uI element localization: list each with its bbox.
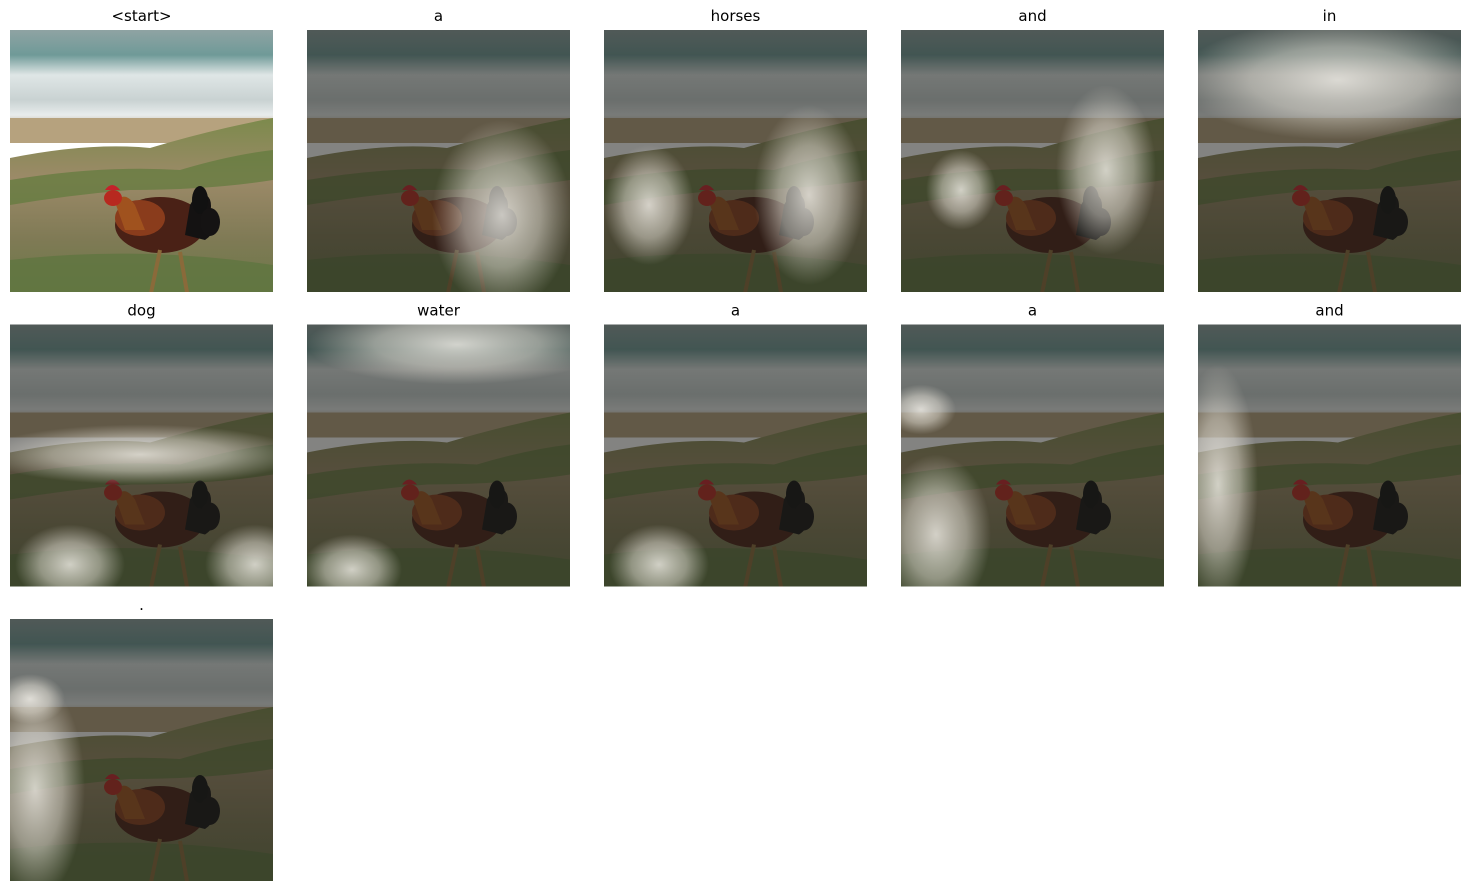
attention-glow <box>10 424 273 485</box>
attention-glow <box>609 524 709 587</box>
attention-glow <box>604 145 694 265</box>
attention-glow <box>15 524 125 587</box>
attention-glow <box>926 150 996 230</box>
attention-glow <box>1056 85 1156 255</box>
attention-glow <box>901 384 956 435</box>
attention-glow <box>205 524 273 587</box>
attention-glow <box>10 674 65 724</box>
panel-title: . <box>139 596 144 614</box>
attention-image <box>10 30 273 292</box>
panel-title: water <box>417 302 461 320</box>
attention-image <box>604 324 867 587</box>
panel-title: in <box>1323 7 1337 25</box>
panel-title: a <box>1028 302 1037 320</box>
attention-glow <box>901 454 991 587</box>
panel-title: a <box>731 302 740 320</box>
panel-title: horses <box>711 7 761 25</box>
attention-glow <box>1198 30 1461 140</box>
attention-image <box>10 324 273 587</box>
panel-title: a <box>434 7 443 25</box>
panel-title: dog <box>127 302 155 320</box>
attention-image <box>10 619 273 881</box>
panel-title: and <box>1018 7 1046 25</box>
attention-image <box>901 324 1164 587</box>
attention-glow <box>432 120 570 292</box>
attention-image <box>604 30 867 292</box>
panel-title: <start> <box>111 7 171 25</box>
attention-glow <box>1198 364 1258 587</box>
photo <box>10 30 273 292</box>
panel-title: and <box>1315 302 1343 320</box>
attention-image <box>1198 324 1461 587</box>
attention-image <box>1198 30 1461 292</box>
attention-glow <box>307 324 570 385</box>
attention-image <box>307 324 570 587</box>
attention-glow <box>307 534 402 587</box>
attention-glow <box>754 105 864 285</box>
attention-image <box>901 30 1164 292</box>
attention-glow <box>10 679 85 881</box>
attention-image <box>307 30 570 292</box>
